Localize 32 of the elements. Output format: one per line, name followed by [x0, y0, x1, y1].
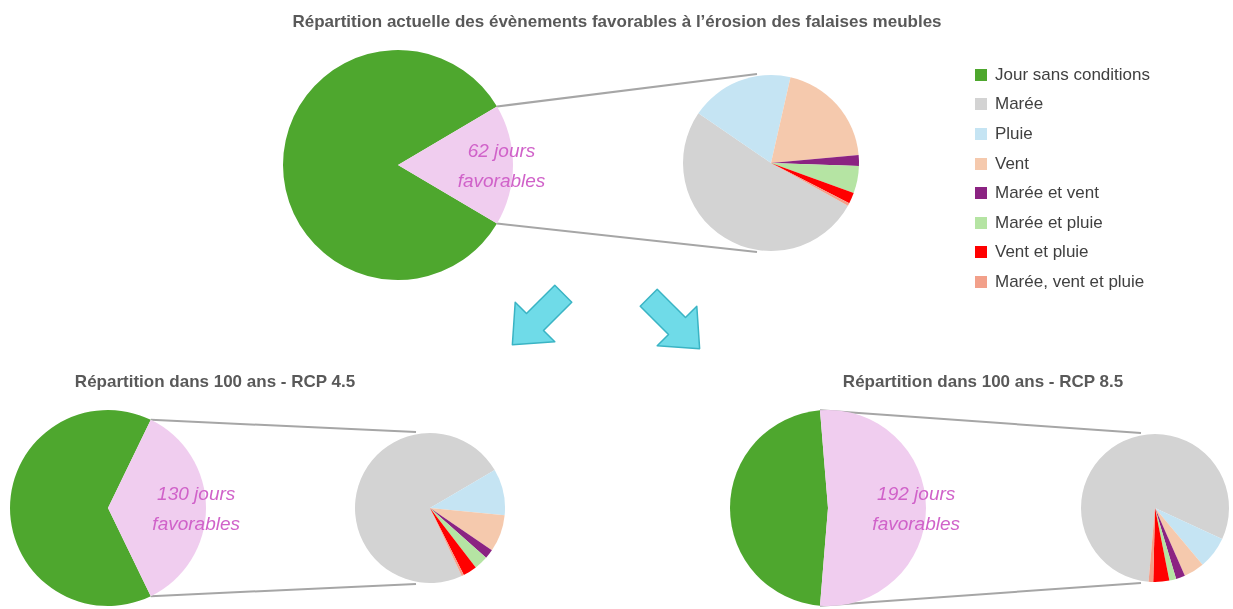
pie-slice: [430, 508, 505, 551]
legend-label: Marée, vent et pluie: [995, 271, 1145, 292]
legend-label: Jour sans conditions: [995, 64, 1150, 85]
pie-slice: [10, 410, 151, 606]
legend-label: Pluie: [995, 123, 1033, 144]
pie-slice: [1155, 508, 1177, 581]
chart-title: Répartition dans 100 ans - RCP 4.5: [74, 372, 356, 392]
legend-label: Marée: [995, 94, 1044, 115]
pie-slice: [430, 508, 492, 558]
pie-slice: [430, 508, 476, 575]
legend-label: Marée et pluie: [995, 212, 1103, 233]
pie-slice: [698, 75, 791, 163]
data-label: 62 jours favorables: [457, 139, 546, 191]
legend-label: Marée et vent: [995, 183, 1099, 204]
pie-slice: [1155, 508, 1185, 579]
pie-slice: [430, 470, 505, 516]
pie-slice: [355, 433, 495, 583]
pie-slice: [1155, 508, 1223, 565]
pie-slice: [1081, 434, 1229, 582]
data-label: 192 jours favorables: [872, 482, 961, 534]
legend-label: Vent: [995, 153, 1030, 174]
pie-slice: [771, 163, 859, 194]
pie-slice: [730, 410, 828, 606]
chart-title: Répartition actuelle des évènements favorables à l’érosion des falaises meubles: [292, 12, 942, 32]
pie-slice: [771, 77, 859, 163]
pie-slice: [430, 508, 487, 568]
pie-slice: [1153, 508, 1170, 582]
legend-label: Vent et pluie: [995, 242, 1089, 263]
data-label: 130 jours favorables: [152, 482, 241, 534]
chart-title: Répartition dans 100 ans - RCP 8.5: [842, 372, 1124, 392]
pie-slice: [1155, 508, 1203, 576]
pie-slice: [683, 113, 848, 251]
